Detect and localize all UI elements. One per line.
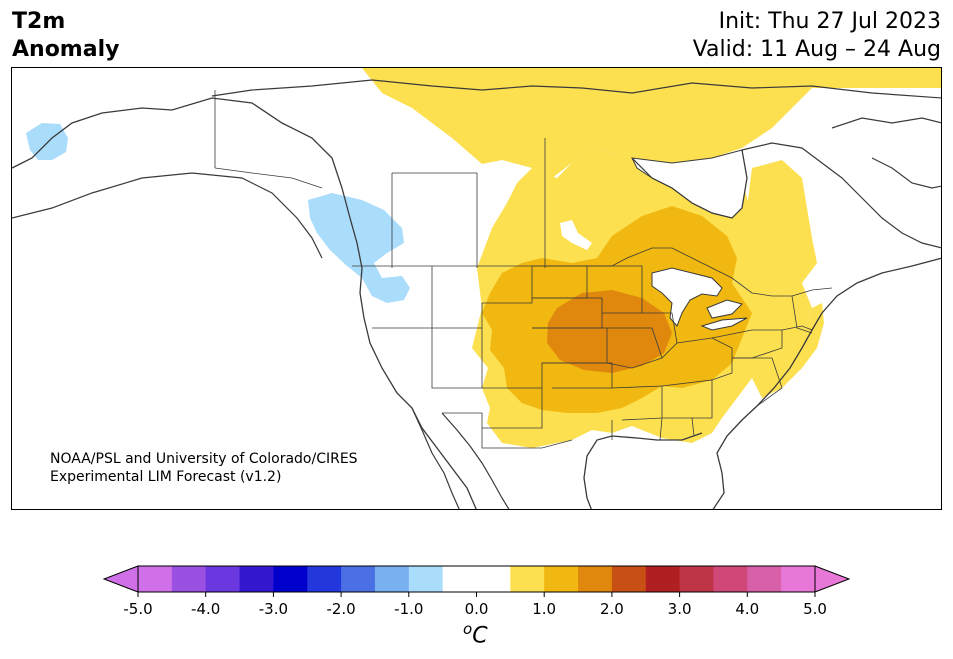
colorbar-tick-label: -2.0 [326,600,356,618]
anomaly-yellow-north [362,68,941,178]
anomaly-yellow-hudson-east [737,160,817,298]
colorbar-swatch [205,566,241,592]
colorbar-tick-label: 1.0 [532,600,557,618]
colorbar-swatch [341,566,376,592]
anomaly-map: NOAA/PSL and University of Colorado/CIRE… [11,67,942,510]
colorbar-swatch [307,566,342,592]
colorbar-tick-label: -3.0 [258,600,289,618]
colorbar-swatch [781,566,816,592]
colorbar-swatch [442,566,477,592]
credit-text: NOAA/PSL and University of Colorado/CIRE… [50,450,358,486]
colorbar-swatch [476,566,511,592]
colorbar-tick-label: -1.0 [394,600,424,618]
credit-line-2: Experimental LIM Forecast (v1.2) [50,469,282,485]
credit-line-1: NOAA/PSL and University of Colorado/CIRE… [50,451,358,467]
colorbar-swatch [747,566,782,592]
coastline-hudson [631,142,941,249]
colorbar-tick-label: 4.0 [735,600,760,618]
colorbar-swatch [544,566,579,592]
init-date: Init: Thu 27 Jul 2023 [718,9,941,34]
colorbar-tick-label: -5.0 [123,600,153,618]
coastline-greenland-area [831,117,941,189]
map-title: T2m Anomaly [12,8,119,64]
coastline-mexico-west [441,412,510,509]
colorbar-swatch [578,566,613,592]
coastline-gulf [583,432,703,509]
anomaly-orange [547,290,672,373]
coastline-baja [411,407,460,509]
colorbar-svg [102,565,851,597]
colorbar-swatch [713,566,748,592]
colorbar-tick-label: 2.0 [599,600,624,618]
colorbar-swatch [510,566,545,592]
coastline-alaska-south [12,172,323,259]
colorbar: -5.0 -4.0 -3.0 -2.0 -1.0 0.0 1.0 2.0 3.0 4.0 5.0 o… [0,560,953,659]
colorbar-unit: oC [463,620,488,648]
political-boundaries [214,90,833,449]
colorbar-under-extend [102,565,139,593]
colorbar-swatch [611,566,647,592]
colorbar-tick-label: 0.0 [464,600,489,618]
anomaly-lightblue-northwest [308,193,410,303]
colorbar-swatch [239,566,274,592]
colorbar-tick-label: 3.0 [667,600,692,618]
colorbar-swatch [171,566,207,592]
colorbar-swatch [408,566,444,592]
title-anomaly: Anomaly [12,37,120,62]
colorbar-swatch [679,566,714,592]
colorbar-tick-label: 5.0 [803,600,827,618]
title-variable: T2m [12,9,66,34]
anomaly-yellow-east-coast [752,303,824,398]
colorbar-over-extend [814,565,851,593]
coastline-atlantic [712,257,941,509]
colorbar-swatch [273,566,308,592]
forecast-dates: Init: Thu 27 Jul 2023 Valid: 11 Aug – 24… [693,8,941,64]
great-lakes [651,267,748,331]
colorbar-swatch [645,566,681,592]
unit-superscript: o [463,620,473,638]
colorbar-swatch [374,566,410,592]
colorbar-swatch [138,566,173,592]
colorbar-tick-label: -4.0 [191,600,221,618]
valid-period: Valid: 11 Aug – 24 Aug [692,37,941,62]
unit-letter: C [472,623,488,649]
anomaly-lightblue-alaska [26,123,68,160]
coastline-arctic [211,79,941,99]
lake-winnipeg-hole [560,220,592,250]
map-svg [12,68,941,509]
